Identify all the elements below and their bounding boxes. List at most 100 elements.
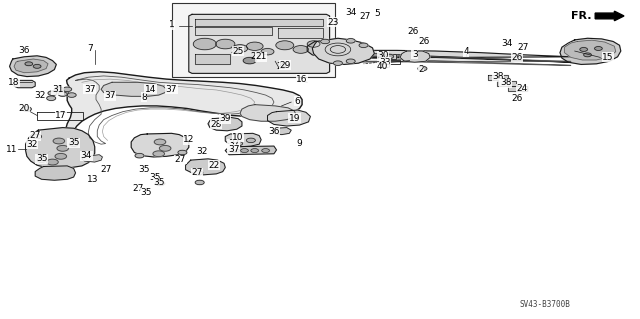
Circle shape xyxy=(154,139,166,145)
Text: 32: 32 xyxy=(34,91,45,100)
Bar xyxy=(172,3,335,77)
Circle shape xyxy=(67,93,76,97)
Polygon shape xyxy=(225,133,261,147)
Circle shape xyxy=(63,87,72,92)
Text: 28: 28 xyxy=(211,120,222,129)
Circle shape xyxy=(58,92,67,96)
Circle shape xyxy=(47,159,58,165)
Circle shape xyxy=(234,141,243,146)
Circle shape xyxy=(232,149,239,152)
Text: 4: 4 xyxy=(463,47,468,56)
Text: 13: 13 xyxy=(87,175,99,184)
Text: 27: 27 xyxy=(132,184,143,193)
Text: 2: 2 xyxy=(419,65,424,74)
Polygon shape xyxy=(186,159,225,175)
Polygon shape xyxy=(195,27,272,35)
Text: 35: 35 xyxy=(36,154,47,163)
Circle shape xyxy=(194,171,203,175)
Circle shape xyxy=(54,87,63,92)
Polygon shape xyxy=(35,166,76,180)
Text: 17: 17 xyxy=(55,111,67,120)
Circle shape xyxy=(580,48,588,51)
Text: 34: 34 xyxy=(501,39,513,48)
Polygon shape xyxy=(195,54,230,64)
Circle shape xyxy=(246,138,255,143)
Text: 27: 27 xyxy=(29,131,41,140)
Polygon shape xyxy=(312,38,374,64)
Text: 37: 37 xyxy=(84,85,95,94)
Polygon shape xyxy=(497,81,516,86)
Text: 10: 10 xyxy=(232,133,244,142)
Text: 23: 23 xyxy=(327,18,339,27)
Polygon shape xyxy=(208,117,242,131)
Circle shape xyxy=(156,181,164,186)
Text: 40: 40 xyxy=(377,63,388,71)
Circle shape xyxy=(193,38,216,50)
Circle shape xyxy=(69,142,78,146)
Polygon shape xyxy=(268,110,310,126)
Text: 16: 16 xyxy=(296,75,308,84)
Circle shape xyxy=(243,57,256,64)
Text: 20: 20 xyxy=(19,104,30,113)
Circle shape xyxy=(25,62,33,66)
Text: 5: 5 xyxy=(375,9,380,18)
Polygon shape xyxy=(326,56,571,65)
Text: 27: 27 xyxy=(191,168,203,177)
Circle shape xyxy=(262,149,269,152)
Polygon shape xyxy=(278,28,323,38)
Circle shape xyxy=(251,149,259,152)
Circle shape xyxy=(241,149,248,152)
Text: FR.: FR. xyxy=(571,11,591,21)
Polygon shape xyxy=(383,54,396,59)
Polygon shape xyxy=(225,146,276,155)
Text: 19: 19 xyxy=(289,114,300,122)
Text: 27: 27 xyxy=(518,43,529,52)
Polygon shape xyxy=(272,128,291,135)
Polygon shape xyxy=(26,128,95,168)
Text: 15: 15 xyxy=(602,53,614,62)
Text: 36: 36 xyxy=(268,127,280,136)
Circle shape xyxy=(595,47,602,50)
Text: 33: 33 xyxy=(380,58,391,67)
Text: 26: 26 xyxy=(511,94,523,103)
Circle shape xyxy=(55,153,67,159)
Circle shape xyxy=(276,41,294,50)
Circle shape xyxy=(381,63,390,68)
Circle shape xyxy=(418,66,427,71)
Circle shape xyxy=(53,138,65,144)
Text: SV43-B3700B: SV43-B3700B xyxy=(520,300,571,309)
Polygon shape xyxy=(326,50,571,62)
Text: 8: 8 xyxy=(141,93,147,102)
Polygon shape xyxy=(101,82,166,96)
Text: 34: 34 xyxy=(345,8,356,17)
Circle shape xyxy=(359,43,368,48)
Text: 1: 1 xyxy=(169,20,174,29)
Text: 25: 25 xyxy=(230,46,241,55)
Text: 12: 12 xyxy=(183,135,195,144)
Text: 1: 1 xyxy=(169,21,174,30)
Polygon shape xyxy=(307,40,353,57)
Text: 31: 31 xyxy=(52,85,63,94)
Circle shape xyxy=(135,153,144,158)
Polygon shape xyxy=(65,72,302,144)
Polygon shape xyxy=(560,38,621,64)
Polygon shape xyxy=(508,86,527,91)
FancyArrow shape xyxy=(595,11,624,21)
Circle shape xyxy=(307,41,320,47)
Text: 25: 25 xyxy=(232,47,244,56)
Polygon shape xyxy=(400,51,430,62)
Circle shape xyxy=(333,61,342,65)
Circle shape xyxy=(37,158,46,162)
Text: 11: 11 xyxy=(6,145,17,154)
Polygon shape xyxy=(14,59,48,73)
Text: 34: 34 xyxy=(81,151,92,160)
Circle shape xyxy=(346,39,355,43)
Circle shape xyxy=(216,39,235,49)
Polygon shape xyxy=(14,80,35,88)
Circle shape xyxy=(385,54,394,59)
Text: 9: 9 xyxy=(297,139,302,148)
Text: 22: 22 xyxy=(209,161,220,170)
Text: 38: 38 xyxy=(492,72,504,81)
Circle shape xyxy=(48,91,57,95)
Text: 7: 7 xyxy=(87,44,92,53)
